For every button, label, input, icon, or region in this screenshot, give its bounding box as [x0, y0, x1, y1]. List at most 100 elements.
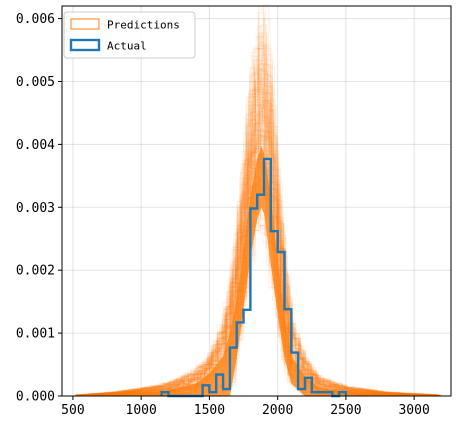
prediction-histogram [76, 58, 438, 396]
prediction-histogram [77, 112, 436, 396]
prediction-histogram [77, 19, 436, 396]
x-tick-label: 2500 [330, 403, 361, 418]
prediction-histogram [80, 12, 437, 396]
actual-series [160, 157, 348, 398]
plot-frame [61, 5, 452, 397]
prediction-histogram [75, 82, 436, 396]
prediction-histogram [76, 45, 437, 396]
y-tick-label: 0.001 [16, 327, 55, 342]
prediction-histogram [78, 33, 439, 396]
prediction-histogram [77, 139, 436, 396]
x-tick-label: 500 [61, 403, 84, 418]
prediction-histogram [75, 110, 439, 396]
prediction-histogram [77, 115, 438, 396]
prediction-histogram [76, 101, 439, 396]
prediction-histogram [78, 19, 436, 396]
prediction-histogram [80, 197, 435, 397]
prediction-histogram [75, 104, 442, 396]
prediction-histogram [76, 67, 438, 396]
legend: Predictions Actual [63, 11, 196, 59]
prediction-histogram [79, 109, 438, 396]
grid [62, 6, 451, 397]
prediction-histogram [76, 69, 440, 396]
prediction-histogram [78, 220, 436, 397]
prediction-histogram [78, 85, 437, 396]
prediction-histogram [78, 197, 437, 397]
prediction-histogram [80, 103, 437, 396]
prediction-histogram [75, 88, 439, 396]
prediction-histogram [79, 35, 437, 396]
prediction-histogram [80, 99, 438, 396]
prediction-histogram [78, 80, 439, 397]
prediction-histogram [77, 225, 439, 397]
prediction-histogram [75, 115, 436, 396]
prediction-histogram [77, 91, 441, 396]
prediction-histogram [77, 87, 438, 396]
prediction-histogram [79, 123, 438, 396]
y-tick-label: 0.002 [16, 264, 55, 279]
y-tick-label: 0.003 [16, 201, 55, 216]
legend-label-actual: Actual [107, 40, 147, 53]
prediction-histogram [79, 6, 438, 396]
prediction-histogram [77, 111, 437, 396]
prediction-histogram [79, 131, 440, 396]
prediction-histogram [79, 76, 440, 396]
prediction-histogram [78, 59, 436, 396]
prediction-histogram [80, 36, 438, 396]
prediction-core-band [81, 146, 435, 396]
prediction-histogram [80, 64, 436, 396]
prediction-histogram [80, 135, 436, 396]
prediction-histogram [76, 23, 441, 396]
prediction-histogram [79, 83, 441, 396]
prediction-histogram [77, 212, 436, 397]
prediction-histogram [76, 66, 442, 396]
legend-swatch-actual [69, 38, 101, 52]
prediction-histogram [77, 45, 439, 396]
prediction-histogram [80, 3, 436, 396]
y-tick-label: 0.000 [16, 390, 55, 405]
prediction-histogram [77, 73, 440, 396]
prediction-histogram [76, 8, 438, 396]
prediction-histogram [79, 25, 436, 396]
x-tick-label: 3000 [398, 403, 429, 418]
prediction-histogram [80, 32, 437, 396]
prediction-histogram [77, 63, 436, 396]
prediction-histogram [76, 48, 437, 396]
prediction-histogram [76, 90, 439, 396]
prediction-histogram [74, 44, 437, 396]
prediction-histogram [80, 67, 437, 396]
prediction-histogram [75, 60, 438, 396]
y-tick-label: 0.005 [16, 75, 55, 90]
x-tick-label: 1500 [194, 403, 225, 418]
legend-swatch-predictions [70, 18, 100, 30]
y-tick-label: 0.006 [16, 12, 55, 27]
prediction-histogram [75, 90, 436, 396]
prediction-histogram [77, 47, 440, 396]
prediction-histogram [79, 93, 437, 396]
prediction-histogram [77, 205, 440, 397]
prediction-histogram [76, 91, 438, 396]
y-tick-label: 0.004 [16, 138, 55, 153]
prediction-histogram [76, 63, 440, 396]
x-tick-label: 2000 [262, 403, 293, 418]
prediction-histogram [76, 57, 443, 396]
prediction-histogram [77, 68, 438, 396]
prediction-histogram [75, 48, 437, 396]
prediction-histogram [76, 68, 439, 396]
prediction-histogram [79, 128, 437, 396]
prediction-histogram [78, 90, 441, 396]
actual-histogram [160, 157, 348, 398]
prediction-histogram [76, 41, 439, 396]
axis-ticks: 500 1000 1500 2000 2500 3000 0.000 0.001 0.002 0.… [16, 12, 430, 418]
prediction-histogram [74, 107, 438, 396]
legend-box [63, 11, 196, 59]
prediction-histogram [74, 105, 439, 396]
prediction-histogram [79, 229, 437, 397]
x-tick-label: 1000 [126, 403, 157, 418]
prediction-histogram [79, 110, 438, 396]
prediction-histogram [78, 35, 438, 396]
prediction-histogram [78, 63, 439, 396]
prediction-histogram [79, 32, 436, 396]
prediction-histogram [80, 82, 436, 396]
